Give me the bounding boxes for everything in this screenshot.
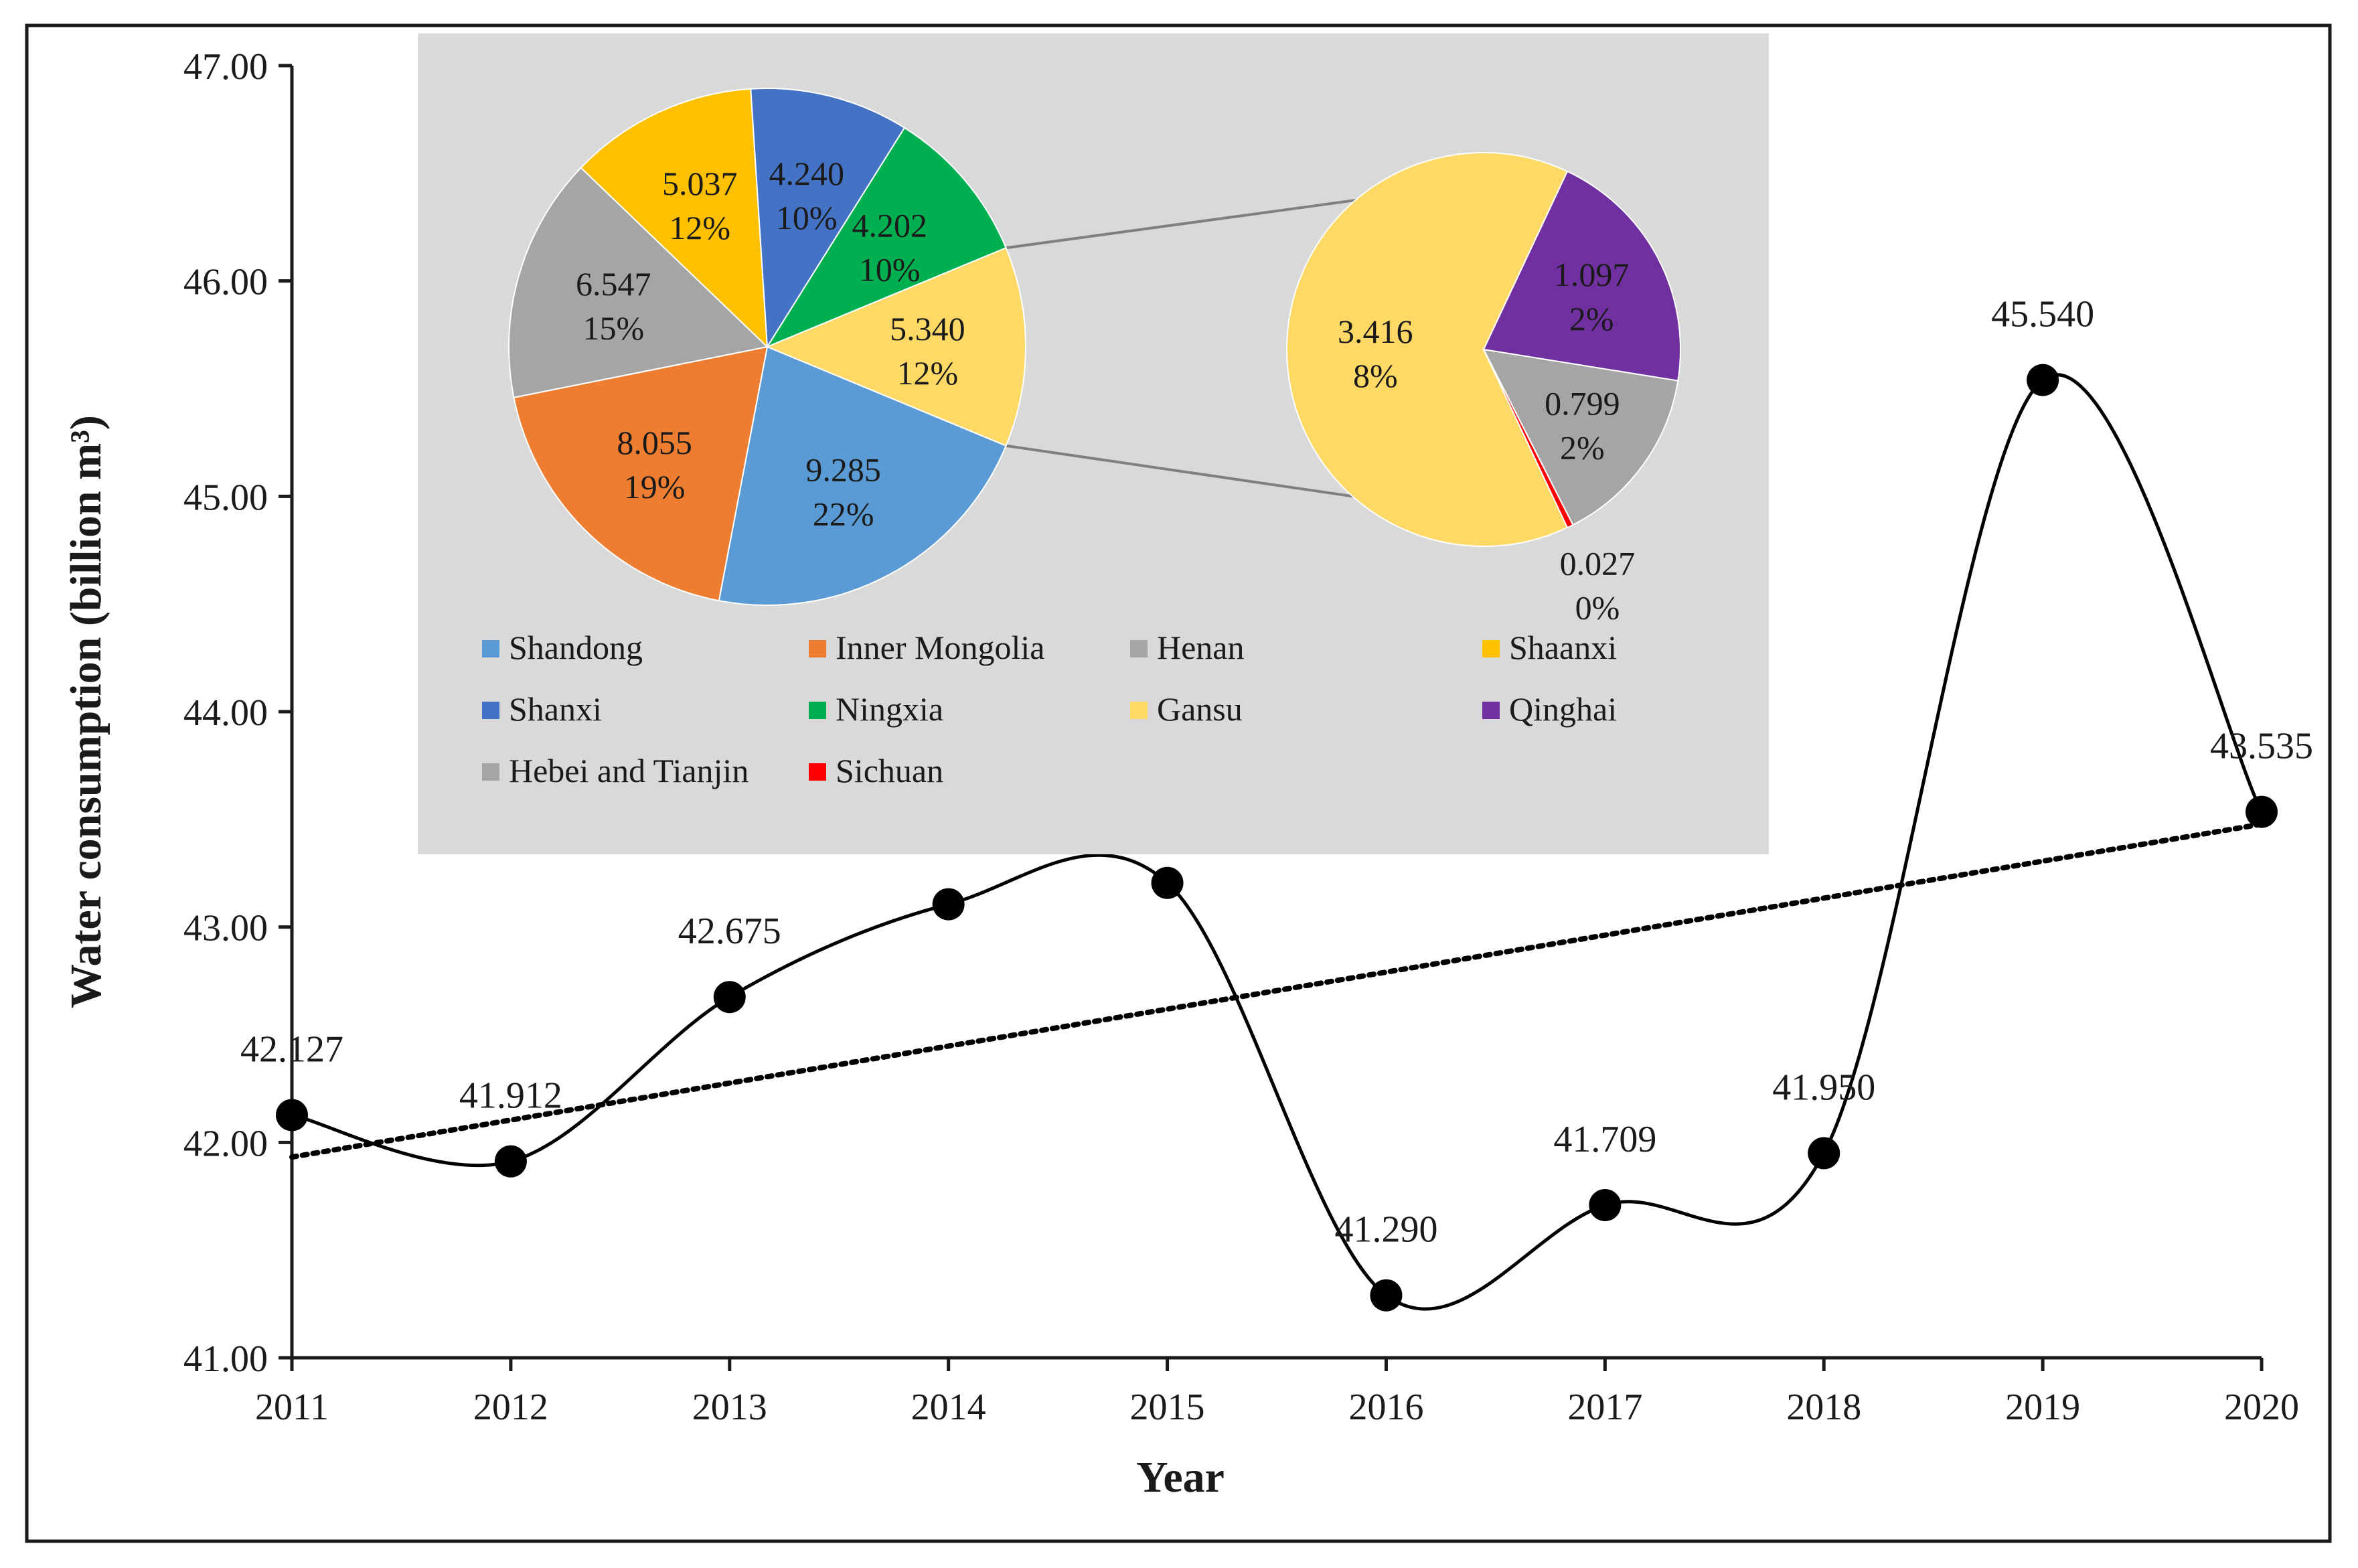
pie-inset: 9.285 22% 8.055 19% 6.547 15% 5.037 12% 4.240 10%… [418, 33, 1769, 854]
y-tick-label: 41.00 [183, 1338, 268, 1380]
data-point-marker [1370, 1279, 1403, 1312]
pie-value-label: 1.097 [1554, 256, 1630, 293]
y-tick-label: 44.00 [183, 692, 268, 734]
secondary-pie-slice-hebei-and-tianjin [1482, 348, 1679, 526]
secondary-pie [1286, 152, 1681, 547]
legend-swatch-qinghai [1482, 702, 1500, 719]
main-pie-slice-inner-mongolia [513, 345, 769, 602]
legend-label-gansu: Gansu [1157, 690, 1243, 728]
legend-swatch-henan [1130, 640, 1148, 657]
pie-percent-label: 10% [859, 250, 921, 288]
pie-percent-label: 19% [624, 468, 686, 505]
x-tick-label: 2018 [1786, 1387, 1861, 1428]
main-pie-slice-shanxi [750, 88, 906, 349]
pie-percent-label: 0% [1575, 589, 1620, 626]
data-point-marker [713, 981, 746, 1014]
data-point-label: 41.290 [1334, 1209, 1437, 1251]
pie-value-label: 6.547 [576, 265, 651, 303]
legend-label-qinghai: Qinghai [1509, 690, 1617, 728]
pie-value-label: 4.240 [769, 155, 844, 192]
data-point-marker [2027, 364, 2059, 396]
y-axis-title: Water consumption (billion m³) [62, 415, 110, 1008]
y-axis-ticks: 41.00 42.00 43.00 44.00 45.00 46.00 47.00 [183, 46, 292, 1380]
pie-percent-label: 12% [669, 209, 730, 246]
data-point-marker [2246, 795, 2278, 828]
legend-label-shaanxi: Shaanxi [1509, 629, 1617, 666]
y-tick-label: 47.00 [183, 46, 268, 88]
secondary-pie-slice-qinghai [1482, 170, 1681, 382]
data-point-label: 43.535 [2210, 726, 2313, 767]
data-point-label: 41.709 [1553, 1119, 1656, 1160]
main-pie-slice-shandong [718, 345, 1007, 606]
pie-value-label: 3.416 [1338, 313, 1413, 350]
x-tick-label: 2015 [1130, 1387, 1205, 1428]
pie-value-label: 5.340 [890, 310, 965, 347]
pie-percent-label: 15% [582, 309, 644, 347]
data-point-label: 42.127 [240, 1028, 343, 1070]
pie-percent-label: 2% [1560, 428, 1605, 466]
legend-swatch-ningxia [809, 702, 826, 719]
data-point-label: 45.540 [1991, 294, 2094, 335]
y-tick-label: 42.00 [183, 1123, 268, 1164]
x-tick-label: 2014 [911, 1387, 986, 1428]
pie-percent-label: 2% [1569, 300, 1614, 337]
y-tick-label: 45.00 [183, 477, 268, 518]
pie-percent-label: 22% [813, 495, 874, 533]
pie-value-label: 0.027 [1560, 544, 1636, 582]
legend-label-hebei-and-tianjin: Hebei and Tianjin [509, 752, 749, 789]
legend-label-shandong: Shandong [509, 629, 643, 666]
legend-label-shanxi: Shanxi [509, 690, 602, 728]
legend-swatch-shaanxi [1482, 640, 1500, 657]
linear-trendline [289, 821, 2264, 1160]
data-point-marker [1808, 1137, 1840, 1170]
legend-swatch-inner-mongolia [809, 640, 826, 657]
legend-swatch-sichuan [809, 763, 826, 781]
main-pie-slice-other [765, 246, 1026, 447]
legend-label-ningxia: Ningxia [836, 690, 943, 728]
main-pie [508, 88, 1026, 606]
pie-value-label: 0.799 [1545, 384, 1620, 422]
secondary-pie-slice-sichuan [1483, 349, 1574, 529]
main-pie-slice-henan [508, 167, 769, 398]
data-point-marker [276, 1099, 308, 1131]
x-tick-label: 2011 [255, 1387, 329, 1428]
pie-percent-label: 8% [1353, 357, 1398, 394]
x-tick-label: 2013 [692, 1387, 767, 1428]
data-point-label: 42.675 [678, 911, 781, 952]
x-axis-ticks: 2011 2012 2013 2014 2015 2016 2017 2018 2019 2020 [255, 1358, 2299, 1428]
x-tick-label: 2019 [2005, 1387, 2080, 1428]
legend-swatch-hebei-and-tianjin [482, 763, 499, 781]
pie-value-label: 5.037 [662, 165, 738, 202]
x-tick-label: 2012 [473, 1387, 548, 1428]
data-point-marker [494, 1145, 527, 1178]
main-pie-slice-ningxia [765, 127, 1007, 349]
legend-label-inner-mongolia: Inner Mongolia [836, 629, 1044, 666]
pie-percent-label: 10% [776, 199, 838, 236]
pie-value-label: 8.055 [617, 424, 692, 461]
x-tick-label: 2016 [1348, 1387, 1423, 1428]
x-tick-label: 2020 [2224, 1387, 2299, 1428]
x-tick-label: 2017 [1567, 1387, 1642, 1428]
data-point-label: 41.912 [459, 1075, 562, 1117]
data-point-marker [1151, 866, 1184, 899]
secondary-pie-slice-gansu [1286, 152, 1569, 547]
x-axis-title: Year [1136, 1453, 1225, 1502]
legend-label-henan: Henan [1157, 629, 1245, 666]
data-point-label: 41.950 [1772, 1067, 1875, 1108]
pie-value-label: 4.202 [852, 206, 927, 244]
pie-percent-label: 12% [896, 354, 958, 392]
data-point-marker [1589, 1188, 1622, 1221]
legend-swatch-shanxi [482, 702, 499, 719]
pie-data-labels: 9.285 22% 8.055 19% 6.547 15% 5.037 12% 4.240 10%… [576, 155, 1635, 626]
legend-label-sichuan: Sichuan [836, 752, 943, 789]
legend-swatch-shandong [482, 640, 499, 657]
y-tick-label: 43.00 [183, 908, 268, 949]
pie-value-label: 9.285 [805, 451, 881, 489]
main-pie-slice-shaanxi [580, 88, 769, 349]
y-tick-label: 46.00 [183, 262, 268, 303]
data-point-marker [932, 888, 965, 921]
legend-swatch-gansu [1130, 702, 1148, 719]
pie-legend: Shandong Inner Mongolia Henan Shaanxi Shanxi… [482, 629, 1617, 789]
